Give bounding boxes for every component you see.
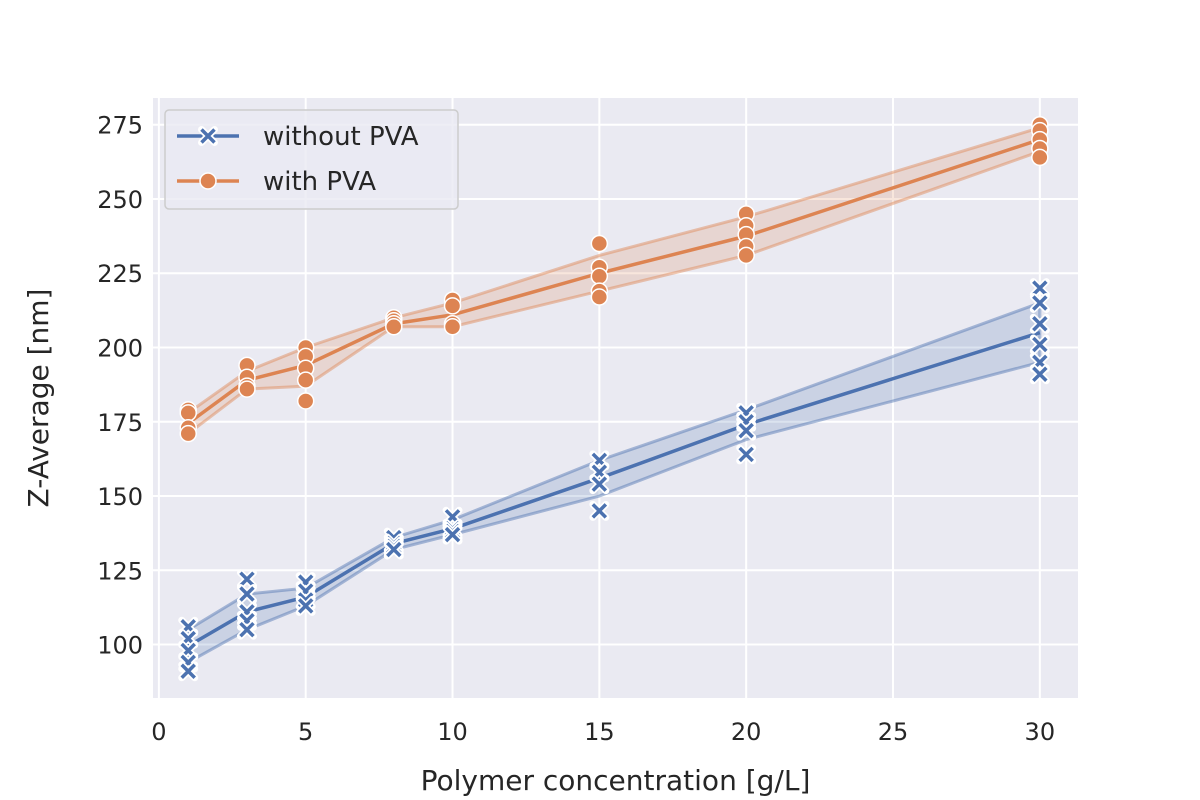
data-point-with-pva: [590, 288, 609, 306]
data-point-with-pva: [179, 404, 197, 422]
y-tick-labels: 100 125 150 175 200 225 250 275: [97, 112, 143, 660]
data-point-without-pva: [295, 595, 316, 616]
data-point-with-pva: [296, 392, 315, 410]
x-tick-label: 5: [298, 718, 313, 746]
x-tick-label: 25: [878, 718, 909, 746]
x-tick-label: 0: [151, 718, 166, 746]
x-tick-label: 30: [1025, 718, 1056, 746]
legend-marker-without-pva: [198, 126, 218, 146]
x-axis-title: Polymer concentration [g/L]: [421, 764, 811, 797]
data-point-without-pva: [589, 474, 610, 495]
data-point-with-pva: [296, 371, 315, 389]
data-point-without-pva: [178, 661, 199, 682]
data-point-without-pva: [383, 539, 404, 560]
data-point-with-pva: [443, 297, 462, 315]
y-axis-title: Z-Average [nm]: [22, 289, 55, 508]
x-tick-label: 10: [437, 718, 468, 746]
series-lines: [187, 137, 1041, 648]
y-tick-label: 200: [97, 335, 143, 363]
data-point-without-pva: [589, 500, 610, 521]
legend-label-without-pva: without PVA: [263, 122, 419, 152]
y-tick-label: 150: [97, 483, 143, 511]
data-point-without-pva: [1029, 292, 1050, 313]
data-points: [178, 115, 1050, 682]
x-tick-label: 20: [731, 718, 762, 746]
data-point-with-pva: [737, 246, 755, 265]
y-tick-label: 250: [97, 186, 143, 214]
y-tick-label: 175: [97, 409, 143, 437]
y-tick-label: 225: [97, 260, 143, 288]
x-tick-label: 15: [584, 718, 615, 746]
data-point-without-pva: [236, 569, 257, 590]
x-tick-labels: 0 5 10 15 20 25 30: [151, 718, 1055, 746]
data-point-without-pva: [236, 584, 257, 605]
legend-item-with-pva: with PVA: [177, 167, 376, 197]
y-tick-label: 125: [97, 557, 143, 585]
data-point-with-pva: [238, 380, 256, 398]
legend-item-without-pva: without PVA: [177, 122, 419, 152]
data-point-without-pva: [1029, 313, 1050, 334]
data-point-with-pva: [1031, 148, 1049, 167]
legend-marker-with-pva: [199, 172, 217, 190]
mean-line-without-pva: [187, 330, 1041, 648]
data-point-without-pva: [442, 524, 463, 545]
data-point-without-pva: [1029, 278, 1050, 299]
data-point-without-pva: [736, 444, 757, 465]
data-point-without-pva: [736, 420, 757, 441]
data-point-without-pva: [1029, 364, 1050, 385]
data-point-with-pva: [590, 234, 609, 253]
y-tick-label: 100: [97, 632, 143, 660]
legend: without PVA with PVA: [164, 109, 459, 210]
data-point-with-pva: [443, 317, 462, 336]
mean-line-with-pva: [187, 137, 1041, 425]
data-point-without-pva: [236, 619, 257, 640]
data-point-without-pva: [1029, 334, 1050, 355]
data-point-with-pva: [179, 424, 197, 443]
data-point-with-pva: [385, 317, 403, 336]
y-tick-label: 275: [97, 112, 143, 140]
data-point-with-pva: [590, 267, 609, 285]
legend-label-with-pva: with PVA: [263, 167, 376, 197]
